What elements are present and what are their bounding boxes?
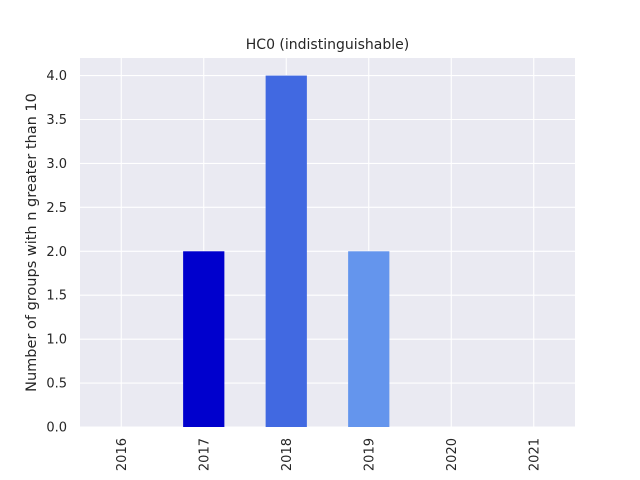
y-tick-label: 3.5 (46, 113, 67, 128)
bars (183, 75, 390, 428)
y-tick-label: 4.0 (46, 69, 67, 84)
y-tick-label: 1.0 (46, 333, 67, 348)
x-tick-label: 2016 (115, 438, 130, 471)
y-tick-labels: 0.0 0.5 1.0 1.5 2.0 2.5 3.0 3.5 4.0 (46, 69, 67, 435)
x-tick-label: 2019 (362, 438, 377, 471)
y-tick-label: 1.5 (46, 289, 67, 304)
y-tick-label: 3.0 (46, 157, 67, 172)
x-tick-label: 2020 (445, 438, 460, 471)
y-axis-label: Number of groups with n greater than 10 (24, 93, 40, 392)
x-tick-label: 2018 (280, 438, 295, 471)
bar-2018 (265, 75, 307, 428)
bar-2017 (183, 251, 225, 427)
plot-background (80, 58, 575, 427)
y-tick-label: 2.5 (46, 201, 67, 216)
y-tick-label: 0.5 (46, 377, 67, 392)
y-tick-label: 2.0 (46, 245, 67, 260)
y-tick-label: 0.0 (46, 421, 67, 436)
x-tick-labels: 2016 2017 2018 2019 2020 2021 (115, 438, 543, 471)
chart-title: HC0 (indistinguishable) (246, 37, 409, 53)
bar-2019 (348, 251, 390, 427)
x-tick-label: 2017 (197, 438, 212, 471)
x-tick-label: 2021 (527, 438, 542, 471)
